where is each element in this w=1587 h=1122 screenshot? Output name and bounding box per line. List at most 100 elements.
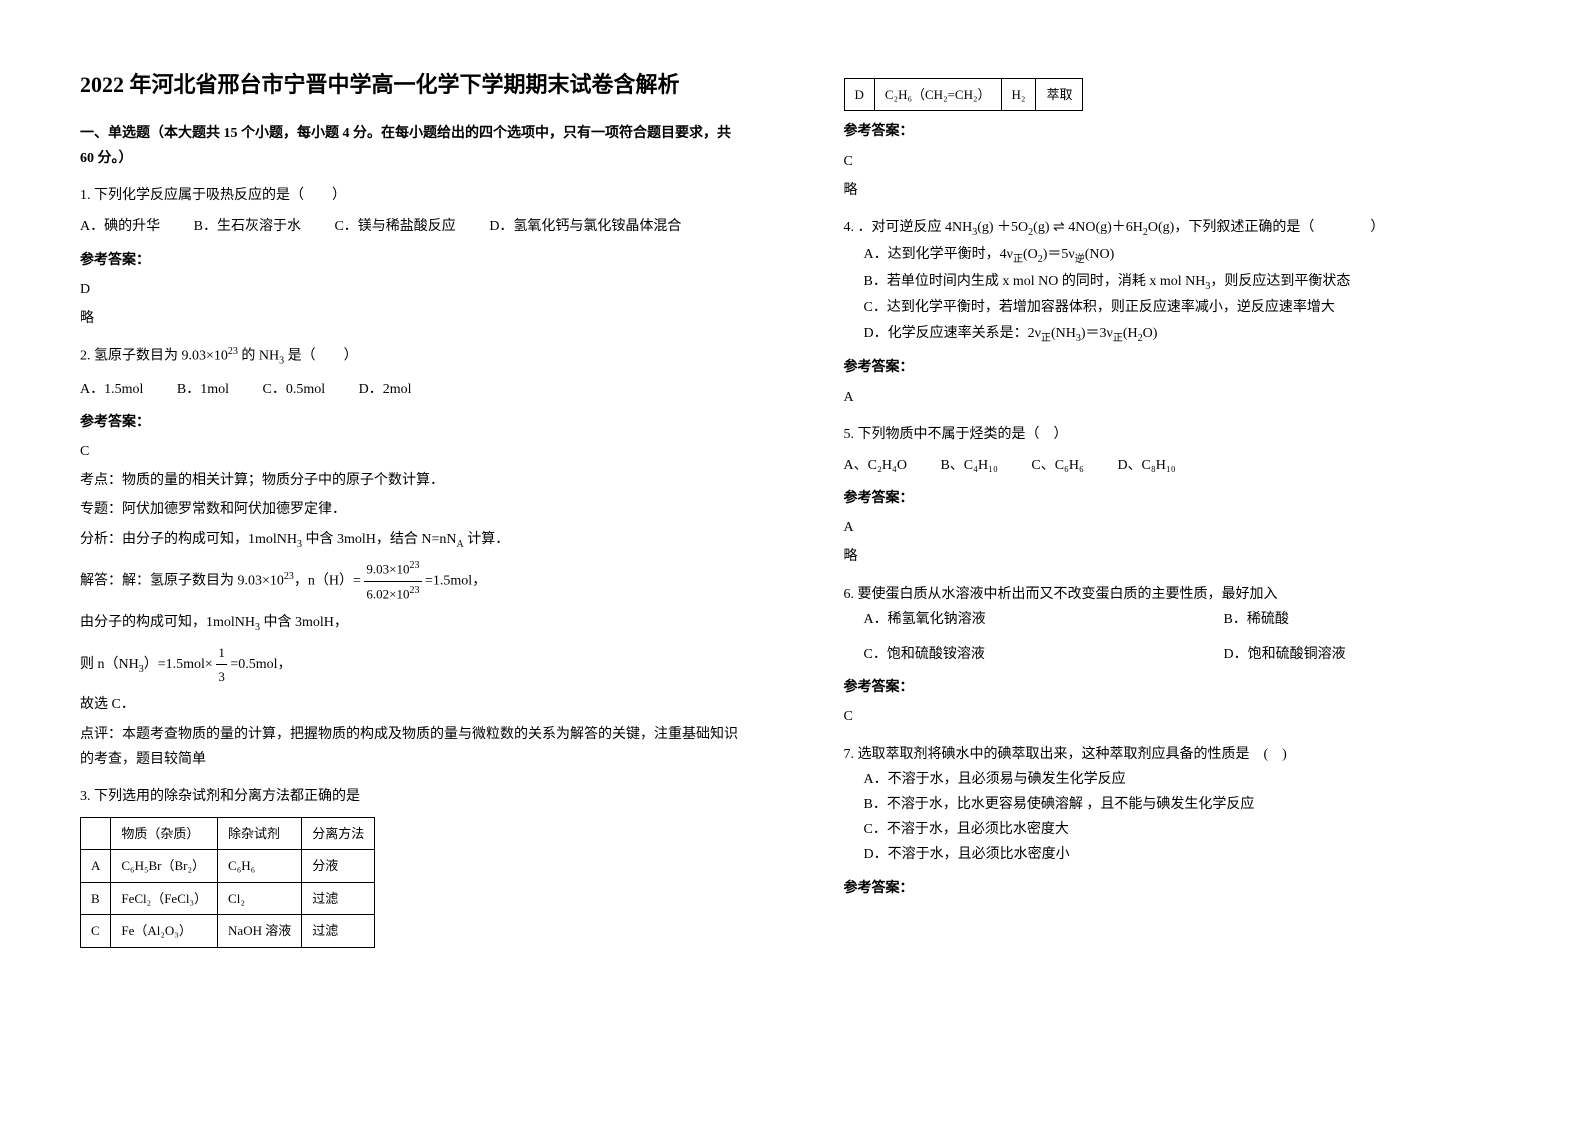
cell: FeCl₂（FeCl₃） [111, 882, 218, 914]
table-row: C Fe（Al₂O₃） NaOH 溶液 过滤 [81, 915, 375, 947]
q2-text: 2. 氢原子数目为 9.03×1023 的 NH3 是（ ） [80, 343, 744, 370]
q5-optC: C、C₆H₆ [1031, 458, 1084, 473]
q3-text: 3. 下列选用的除杂试剂和分离方法都正确的是 [80, 784, 744, 809]
q2-options: A．1.5mol B．1mol C．0.5mol D．2mol [80, 377, 744, 402]
q6-opt-row1: A．稀氢氧化钠溶液 B．稀硫酸 [864, 607, 1508, 632]
left-page: 2022 年河北省邢台市宁晋中学高一化学下学期期末试卷含解析 一、单选题（本大题… [0, 0, 794, 1122]
q1-optA: A．碘的升华 [80, 219, 160, 234]
q5-options: A、C₂H₄O B、C₄H₁₀ C、C₆H₆ D、C₈H₁₀ [844, 453, 1508, 478]
q5-optB: B、C₄H₁₀ [940, 458, 997, 473]
cell: C₆H₅Br（Br₂） [111, 850, 218, 882]
q2-text-b: 的 NH [238, 349, 279, 364]
q2-optB: B．1mol [177, 382, 229, 397]
table-row: D C₂H₆（CH₂=CH₂） H₂ 萃取 [844, 79, 1083, 111]
q2-line5: 由分子的构成可知，1molNH3 中含 3molH， [80, 610, 744, 637]
q4-text-b: (g) ＋5O [977, 220, 1028, 235]
q4-optD-e: O) [1143, 326, 1158, 341]
q4-text-c: (g) [1033, 220, 1053, 235]
cell: 过滤 [302, 882, 375, 914]
q1-optB: B．生石灰溶于水 [194, 219, 301, 234]
q5-ans-label: 参考答案： [844, 486, 1508, 511]
q7-optB: B．不溶于水，比水更容易使碘溶解 ，且不能与碘发生化学反应 [864, 792, 1508, 817]
q4-optD: D．化学反应速率关系是：2ν正(NH3)＝3ν正(H2O) [864, 321, 1508, 348]
cell: D [844, 79, 874, 111]
q4-optA: A．达到化学平衡时，4ν正(O2)＝5ν逆(NO) [864, 242, 1508, 269]
question-7: 7. 选取萃取剂将碘水中的碘萃取出来，这种萃取剂应具备的性质是 ( ) A．不溶… [844, 742, 1508, 901]
q3-ans-note: 略 [844, 178, 1508, 203]
q2-line6-a: 则 n（NH [80, 657, 139, 672]
q2-line7: 故选 C． [80, 692, 744, 717]
cell: Fe（Al₂O₃） [111, 915, 218, 947]
q4-optB: B．若单位时间内生成 x mol NO 的同时，消耗 x mol NH3，则反应… [864, 269, 1508, 296]
q2-line1: 考点：物质的量的相关计算；物质分子中的原子个数计算． [80, 468, 744, 493]
q4-optD-a: D．化学反应速率关系是：2ν [864, 326, 1041, 341]
q2-line6-c: =0.5mol， [230, 657, 291, 672]
question-2: 2. 氢原子数目为 9.03×1023 的 NH3 是（ ） A．1.5mol … [80, 343, 744, 772]
right-page: D C₂H₆（CH₂=CH₂） H₂ 萃取 参考答案： C 略 4. ．对可逆反… [794, 0, 1587, 1122]
q2-line5-a: 由分子的构成可知，1molNH [80, 615, 255, 630]
q2-line3-a: 分析：由分子的构成可知，1molNH [80, 532, 297, 547]
q2-frac-den: 6.02×10 [366, 586, 409, 601]
doc-title: 2022 年河北省邢台市宁晋中学高一化学下学期期末试卷含解析 [80, 70, 744, 101]
q4-ans-label: 参考答案： [844, 355, 1508, 380]
q3-table: 物质（杂质） 除杂试剂 分离方法 A C₆H₅Br（Br₂） C₆H₆ 分液 B… [80, 817, 375, 948]
q2-line3-b: 中含 3molH，结合 N=nN [302, 532, 457, 547]
q1-ans-note: 略 [80, 306, 744, 331]
table-row: B FeCl₂（FeCl₃） Cl₂ 过滤 [81, 882, 375, 914]
q6-text: 6. 要使蛋白质从水溶液中析出而又不改变蛋白质的主要性质，最好加入 [844, 582, 1508, 607]
q4-optA-a: A．达到化学平衡时，4ν [864, 247, 1013, 262]
q4-text-e: O(g)，下列叙述正确的是（ ） [1148, 220, 1384, 235]
q1-text: 1. 下列化学反应属于吸热反应的是（ ） [80, 183, 744, 208]
q2-line6-b: ）=1.5mol× [144, 657, 213, 672]
q2-line6: 则 n（NH3）=1.5mol× 1 3 =0.5mol， [80, 641, 744, 689]
q2-frac-num-sup: 23 [410, 560, 420, 571]
th-1: 物质（杂质） [111, 818, 218, 850]
cell: NaOH 溶液 [218, 915, 302, 947]
q5-text: 5. 下列物质中不属于烃类的是（ ） [844, 422, 1508, 447]
q4-text-d: 4NO(g)＋6H [1065, 220, 1143, 235]
q5-ans-note: 略 [844, 544, 1508, 569]
q2-line5-b: 中含 3molH， [260, 615, 348, 630]
q6-ans: C [844, 704, 1508, 729]
q6-optB: B．稀硫酸 [1224, 607, 1289, 632]
q2-line4: 解答：解：氢原子数目为 9.03×1023，n（H）= 9.03×1023 6.… [80, 557, 744, 605]
q2-optD: D．2mol [359, 382, 412, 397]
q2-optC: C．0.5mol [263, 382, 326, 397]
q2-ans-label: 参考答案： [80, 410, 744, 435]
question-5: 5. 下列物质中不属于烃类的是（ ） A、C₂H₄O B、C₄H₁₀ C、C₆H… [844, 422, 1508, 570]
q2-text-c: 是（ ） [284, 349, 358, 364]
q1-ans: D [80, 277, 744, 302]
q2-frac-den-sup: 23 [410, 585, 420, 596]
th-3: 分离方法 [302, 818, 375, 850]
q4-optA-b: (O [1023, 247, 1038, 262]
th-blank [81, 818, 111, 850]
q4-text-a: 4. ．对可逆反应 4NH [844, 220, 973, 235]
q7-optC: C．不溶于水，且必须比水密度大 [864, 817, 1508, 842]
q4-optC: C．达到化学平衡时，若增加容器体积，则正反应速率减小，逆反应速率增大 [864, 295, 1508, 320]
q3-ans: C [844, 149, 1508, 174]
question-4: 4. ．对可逆反应 4NH3(g) ＋5O2(g) ⇌ 4NO(g)＋6H2O(… [844, 215, 1508, 410]
q2-line4-c: =1.5mol， [425, 574, 486, 589]
cell: B [81, 882, 111, 914]
cell: H₂ [1001, 79, 1036, 111]
q2-optA: A．1.5mol [80, 382, 143, 397]
cell: A [81, 850, 111, 882]
q2-text-a: 2. 氢原子数目为 9.03×10 [80, 349, 228, 364]
cell: C₂H₆（CH₂=CH₂） [874, 79, 1001, 111]
q4-optD-c: )＝3ν [1081, 326, 1113, 341]
section-1-header: 一、单选题（本大题共 15 个小题，每小题 4 分。在每小题给出的四个选项中，只… [80, 121, 744, 171]
q2-frac2-den: 3 [216, 665, 227, 688]
table-row: A C₆H₅Br（Br₂） C₆H₆ 分液 [81, 850, 375, 882]
q6-optD: D．饱和硫酸铜溶液 [1224, 642, 1346, 667]
q7-optD: D．不溶于水，且必须比水密度小 [864, 842, 1508, 867]
q4-optA-c: )＝5ν [1043, 247, 1075, 262]
q7-text: 7. 选取萃取剂将碘水中的碘萃取出来，这种萃取剂应具备的性质是 ( ) [844, 742, 1508, 767]
table-header-row: 物质（杂质） 除杂试剂 分离方法 [81, 818, 375, 850]
q2-line2: 专题：阿伏加德罗常数和阿伏加德罗定律． [80, 497, 744, 522]
question-1: 1. 下列化学反应属于吸热反应的是（ ） A．碘的升华 B．生石灰溶于水 C．镁… [80, 183, 744, 331]
q2-line8: 点评：本题考查物质的量的计算，把握物质的构成及物质的量与微粒数的关系为解答的关键… [80, 722, 744, 772]
q4-optD-b: (NH [1051, 326, 1076, 341]
q3-ans-label: 参考答案： [844, 119, 1508, 144]
q2-line4-a: 解答：解：氢原子数目为 9.03×10 [80, 574, 284, 589]
q4-optB-b: ，则反应达到平衡状态 [1210, 274, 1350, 289]
